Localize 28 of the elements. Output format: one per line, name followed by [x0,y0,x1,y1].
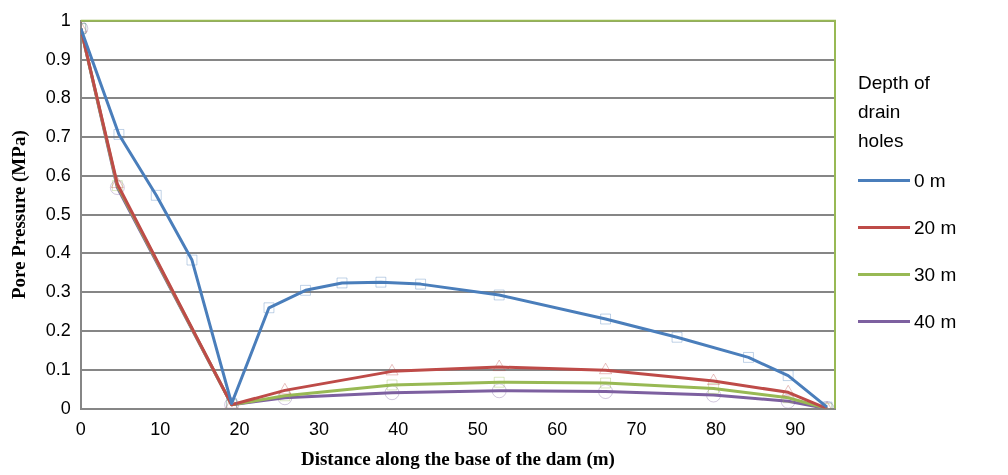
y-tick-label: 0.2 [45,320,71,341]
legend-label: 0 m [914,169,946,192]
y-tick-label: 0.5 [45,203,71,224]
legend-label: 40 m [914,310,957,333]
y-tick-label: 1 [60,9,71,30]
x-tick-label: 0 [75,419,86,440]
y-axis-title: Pore Pressure (MPa) [8,130,31,300]
y-tick-label: 0.9 [45,48,71,69]
x-tick-label: 30 [308,419,329,440]
y-tick-label: 0 [60,397,71,418]
x-tick-label: 60 [547,419,568,440]
legend-label: 30 m [914,263,957,286]
y-tick-label: 0.8 [45,87,71,108]
x-tick-label: 70 [626,419,647,440]
x-tick-label: 80 [705,419,726,440]
y-tick-label: 0.3 [45,281,71,302]
y-tick-label: 0.4 [45,242,71,263]
x-axis-title: Distance along the base of the dam (m) [300,447,615,470]
x-tick-label: 20 [229,419,250,440]
y-tick-label: 0.7 [45,126,71,147]
x-tick-label: 40 [388,419,409,440]
x-tick-label: 90 [785,419,806,440]
legend-title: Depth of drain holes [858,71,931,153]
y-tick-label: 0.6 [45,164,71,185]
x-tick-label: 10 [150,419,171,440]
legend-label: 20 m [914,216,957,239]
y-tick-label: 0.1 [45,358,71,379]
x-tick-label: 50 [467,419,488,440]
